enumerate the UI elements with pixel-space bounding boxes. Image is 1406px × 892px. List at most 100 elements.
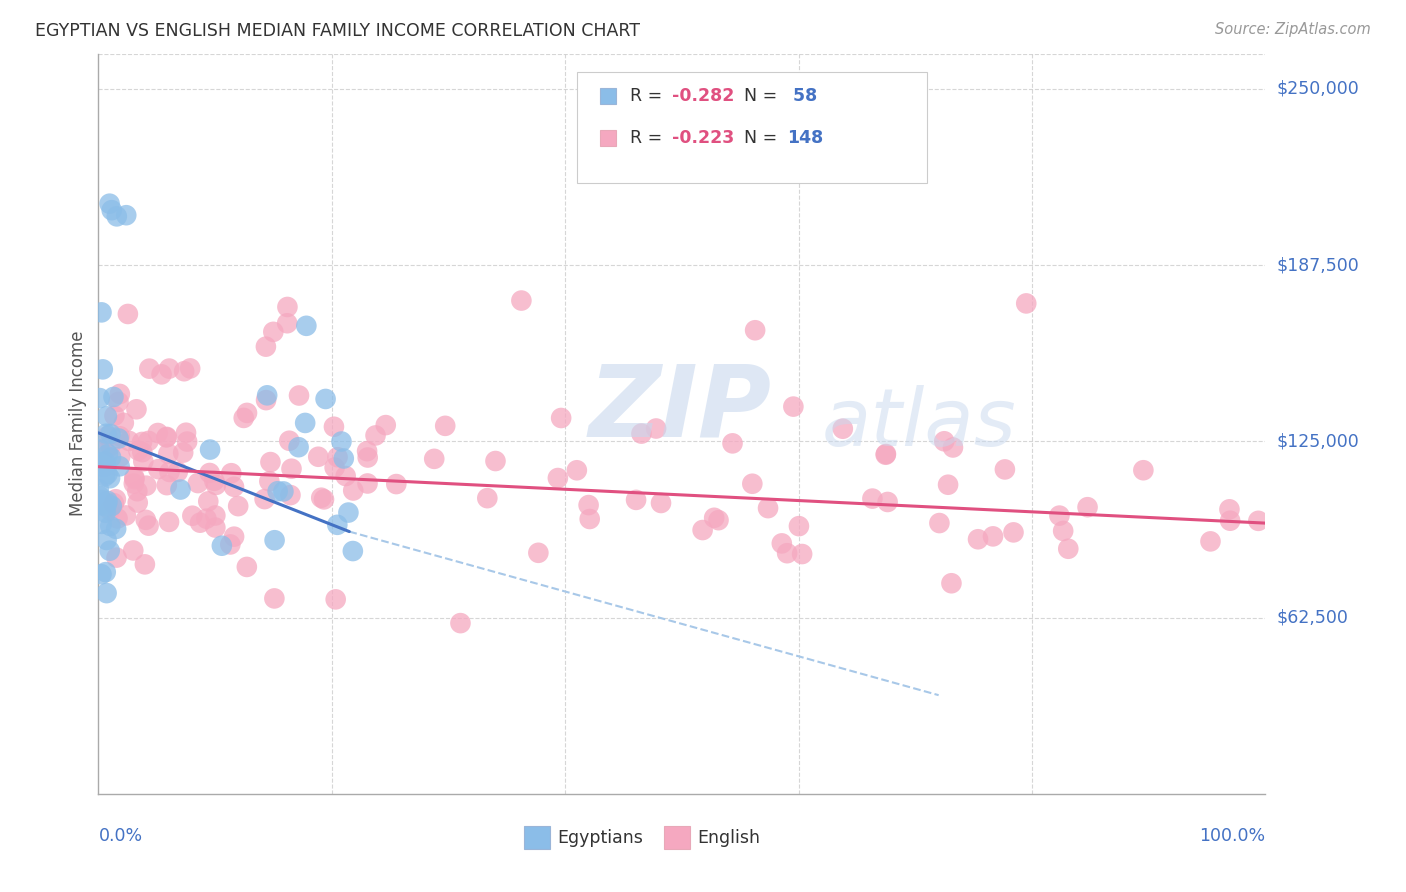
Point: [173, 364, 195, 378]
Point: [263, 591, 285, 606]
Point: [967, 533, 990, 547]
Point: [105, 550, 128, 565]
Point: [146, 425, 169, 440]
Point: [103, 390, 125, 404]
Point: [94, 565, 117, 579]
Point: [756, 501, 779, 516]
Point: [134, 558, 156, 572]
Text: 148: 148: [787, 129, 824, 147]
Point: [326, 517, 349, 532]
Point: [484, 454, 506, 468]
Point: [90, 567, 112, 582]
Point: [94, 500, 117, 514]
Point: [342, 544, 364, 558]
Point: [707, 513, 730, 527]
Point: [782, 400, 804, 414]
Point: [236, 406, 259, 420]
Point: [356, 476, 378, 491]
Text: atlas: atlas: [823, 384, 1017, 463]
Point: [96, 586, 118, 600]
Bar: [665, 826, 690, 849]
Point: [107, 511, 129, 525]
Point: [928, 516, 950, 530]
Point: [288, 388, 311, 402]
Point: [326, 450, 349, 465]
Point: [1002, 525, 1025, 540]
Y-axis label: Median Family Income: Median Family Income: [69, 331, 87, 516]
Point: [1218, 502, 1240, 516]
Text: ZIP: ZIP: [589, 360, 772, 458]
Point: [315, 392, 337, 406]
Point: [510, 293, 533, 308]
Bar: [524, 826, 550, 849]
Point: [337, 506, 360, 520]
Point: [423, 451, 446, 466]
Point: [776, 546, 799, 560]
Point: [127, 495, 149, 509]
Point: [122, 543, 145, 558]
Point: [112, 416, 135, 430]
Point: [330, 434, 353, 449]
Point: [325, 592, 347, 607]
Point: [148, 462, 170, 476]
Point: [107, 432, 129, 446]
Text: $125,000: $125,000: [1277, 433, 1360, 450]
Point: [434, 418, 457, 433]
Point: [132, 454, 155, 468]
Point: [934, 434, 956, 449]
Point: [89, 489, 111, 503]
Point: [87, 483, 110, 497]
Point: [159, 465, 181, 479]
Point: [155, 430, 177, 444]
Point: [98, 519, 121, 533]
Point: [169, 483, 191, 497]
Text: EGYPTIAN VS ENGLISH MEDIAN FAMILY INCOME CORRELATION CHART: EGYPTIAN VS ENGLISH MEDIAN FAMILY INCOME…: [35, 22, 640, 40]
Text: N =: N =: [744, 129, 783, 147]
Point: [875, 447, 897, 461]
Point: [550, 411, 572, 425]
Point: [385, 477, 408, 491]
Text: $62,500: $62,500: [1277, 608, 1348, 626]
Point: [135, 478, 157, 492]
Point: [312, 492, 335, 507]
Point: [98, 471, 121, 485]
Point: [100, 426, 122, 441]
Point: [219, 537, 242, 551]
Point: [90, 498, 112, 512]
Point: [135, 513, 157, 527]
Point: [157, 515, 180, 529]
Point: [374, 418, 396, 433]
Point: [105, 210, 128, 224]
Point: [256, 388, 278, 402]
Point: [90, 516, 112, 531]
Point: [107, 394, 129, 409]
Point: [202, 474, 225, 488]
Point: [1219, 514, 1241, 528]
Text: English: English: [697, 829, 761, 847]
Point: [198, 466, 221, 480]
Point: [124, 472, 146, 486]
Point: [89, 442, 111, 457]
Point: [108, 387, 131, 401]
Point: [105, 522, 128, 536]
Point: [1049, 508, 1071, 523]
Point: [335, 469, 357, 483]
Point: [477, 491, 499, 505]
Point: [127, 443, 149, 458]
Point: [157, 361, 180, 376]
Point: [100, 450, 122, 465]
Point: [96, 467, 118, 481]
Point: [96, 409, 118, 424]
Point: [138, 518, 160, 533]
Point: [122, 476, 145, 491]
Point: [1247, 514, 1270, 528]
Point: [166, 465, 188, 479]
Point: [831, 422, 853, 436]
Point: [357, 450, 380, 465]
Point: [98, 503, 121, 517]
Point: [222, 530, 245, 544]
Point: [94, 506, 117, 520]
Point: [138, 361, 160, 376]
Point: [157, 447, 180, 461]
Point: [108, 459, 131, 474]
